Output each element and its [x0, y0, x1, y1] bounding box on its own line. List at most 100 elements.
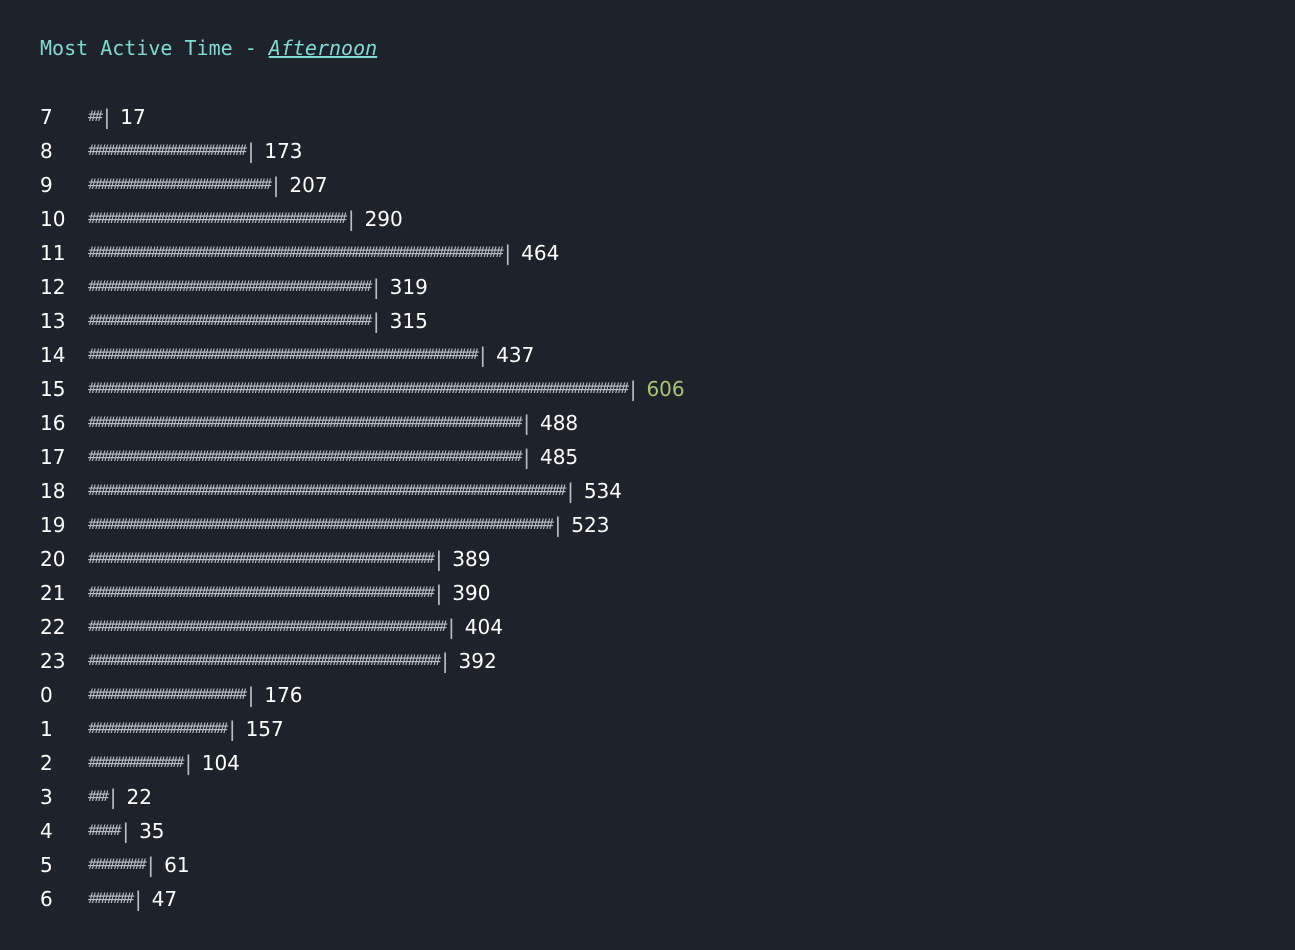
bar-row: 6 ####### | 47	[40, 882, 177, 916]
bar-row: 3 ### | 22	[40, 780, 152, 814]
bar-row: 7 ## | 17	[40, 100, 146, 134]
hour-label: 20	[40, 547, 66, 571]
count-label: 104	[201, 751, 240, 775]
bar-separator: |	[109, 785, 117, 809]
bar: ########################################…	[88, 279, 372, 295]
hour-label: 7	[40, 105, 53, 129]
count-label: 22	[126, 785, 152, 809]
count-label: 534	[583, 479, 622, 503]
bar-separator: |	[479, 343, 487, 367]
hour-label: 15	[40, 377, 66, 401]
bar-separator: |	[103, 105, 111, 129]
bar-row: 19 ######################################…	[40, 508, 609, 542]
count-label: 464	[521, 241, 560, 265]
bar-row: 16 ######################################…	[40, 406, 578, 440]
bar-row: 17 ######################################…	[40, 440, 578, 474]
count-label: 390	[452, 581, 491, 605]
bar-separator: |	[184, 751, 192, 775]
bar-row: 10 ######################################…	[40, 202, 403, 236]
hour-label: 23	[40, 649, 66, 673]
count-label: 389	[452, 547, 491, 571]
bar: #######	[88, 891, 134, 907]
hour-label: 18	[40, 479, 66, 503]
hour-label: 0	[40, 683, 53, 707]
count-label: 523	[571, 513, 610, 537]
bar: ########################################…	[88, 517, 554, 533]
hour-label: 4	[40, 819, 53, 843]
bar-separator: |	[435, 581, 443, 605]
hour-label: 22	[40, 615, 66, 639]
bar-row: 0 ######################### | 176	[40, 678, 303, 712]
bar-separator: |	[448, 615, 455, 639]
count-label: 485	[539, 445, 579, 469]
bar-separator: |	[247, 139, 255, 163]
chart-title: Most Active Time - Afternoon	[40, 34, 377, 62]
hour-label: 13	[40, 309, 66, 333]
count-label: 17	[120, 105, 146, 129]
count-label: 290	[364, 207, 403, 231]
count-label: 157	[245, 717, 284, 741]
hour-label: 3	[40, 785, 53, 809]
bar-separator: |	[272, 173, 280, 197]
hour-label: 16	[40, 411, 66, 435]
bar: ########################################…	[88, 245, 504, 261]
bar-separator: |	[523, 411, 530, 435]
bar: #########	[88, 857, 147, 873]
bar: ########################################…	[88, 211, 347, 227]
bar: ###############	[88, 755, 184, 771]
bar-row: 22 ######################################…	[40, 610, 503, 644]
hour-label: 9	[40, 173, 53, 197]
bar: #####	[88, 823, 122, 839]
hour-label: 14	[40, 343, 66, 367]
bar: ########################################…	[88, 449, 523, 465]
hour-label: 8	[40, 139, 53, 163]
bar: ########################################…	[88, 381, 629, 397]
bar: ###	[88, 789, 109, 805]
hour-label: 1	[40, 717, 53, 741]
count-label: 437	[496, 343, 535, 367]
hour-label: 17	[40, 445, 66, 469]
count-label: 35	[139, 819, 165, 843]
bar-row: 12 ######################################…	[40, 270, 428, 304]
hour-label: 21	[40, 581, 66, 605]
bar-separator: |	[629, 377, 637, 401]
bar-separator: |	[228, 717, 236, 741]
bar-separator: |	[147, 853, 155, 877]
bar: ########################################…	[88, 551, 435, 567]
bar-separator: |	[372, 309, 380, 333]
bar-separator: |	[554, 513, 562, 537]
bar: ########################################…	[88, 585, 435, 601]
bar-separator: |	[504, 241, 512, 265]
count-label: 173	[264, 139, 303, 163]
bar: ##	[88, 109, 103, 125]
bar: #############################	[88, 177, 272, 193]
hour-label: 10	[40, 207, 66, 231]
bar: ########################################…	[88, 415, 523, 431]
hour-label: 12	[40, 275, 66, 299]
bar: ########################################…	[88, 347, 479, 363]
bar-separator: |	[134, 887, 142, 911]
count-label: 404	[464, 615, 503, 639]
hour-label: 2	[40, 751, 53, 775]
bar-row: 23 ######################################…	[40, 644, 497, 678]
bar-row: 1 ###################### | 157	[40, 712, 284, 746]
bar-row: 15 ######################################…	[40, 372, 685, 406]
bar-separator: |	[435, 547, 443, 571]
count-label: 488	[539, 411, 579, 435]
count-label: 207	[289, 173, 328, 197]
bar: #########################	[88, 143, 247, 159]
count-label: 606	[646, 377, 685, 401]
count-label: 315	[389, 309, 428, 333]
bar: ########################################…	[88, 653, 441, 669]
count-label: 47	[151, 887, 178, 911]
bar-separator: |	[247, 683, 255, 707]
hour-label: 5	[40, 853, 53, 877]
title-highlight: Afternoon	[268, 36, 378, 60]
hour-label: 6	[40, 887, 53, 911]
bar-row: 20 ######################################…	[40, 542, 490, 576]
bar-row: 11 ######################################…	[40, 236, 559, 270]
bar-separator: |	[347, 207, 355, 231]
bar-separator: |	[122, 819, 130, 843]
bar-row: 13 ######################################…	[40, 304, 428, 338]
bar: ########################################…	[88, 619, 447, 635]
